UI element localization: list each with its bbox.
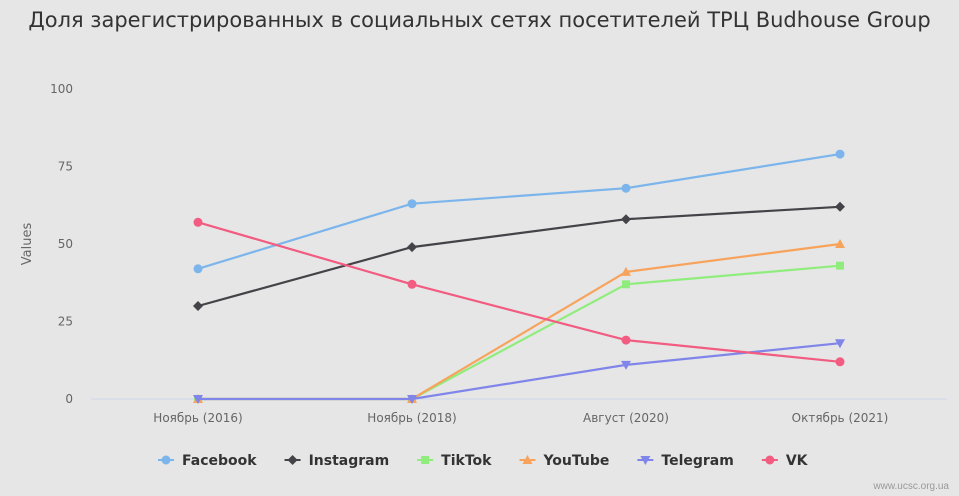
legend-item-instagram[interactable]: Instagram xyxy=(309,453,390,469)
data-point-facebook[interactable] xyxy=(621,183,631,193)
data-point-youtube[interactable] xyxy=(835,239,845,248)
chart-title: Доля зарегистрированных в социальных сет… xyxy=(28,8,931,32)
legend-item-vk[interactable]: VK xyxy=(786,453,809,469)
data-point-telegram[interactable] xyxy=(621,360,631,370)
data-point-instagram[interactable] xyxy=(407,242,417,253)
y-tick-label: 75 xyxy=(58,160,73,174)
data-point-telegram[interactable] xyxy=(407,395,417,404)
series-line-tiktok xyxy=(198,264,841,401)
y-axis-title: Values xyxy=(20,223,35,266)
data-point-facebook[interactable] xyxy=(835,149,845,159)
legend-marker-instagram-icon[interactable] xyxy=(287,455,298,465)
y-tick-label: 50 xyxy=(58,237,73,251)
data-point-telegram[interactable] xyxy=(193,395,203,404)
series-line-vk xyxy=(197,221,841,363)
y-tick-label: 25 xyxy=(58,315,73,329)
legend-item-tiktok[interactable]: TikTok xyxy=(441,453,492,469)
legend-item-telegram[interactable]: Telegram xyxy=(661,453,733,469)
x-tick-label: Октябрь (2021) xyxy=(792,411,889,425)
series-line-telegram xyxy=(198,342,841,401)
x-tick-label: Ноябрь (2016) xyxy=(153,411,242,425)
data-point-vk[interactable] xyxy=(621,335,631,345)
series-line-facebook xyxy=(197,153,841,270)
data-point-tiktok[interactable] xyxy=(836,261,844,270)
data-point-facebook[interactable] xyxy=(407,199,417,209)
legend-marker-youtube-icon[interactable] xyxy=(522,455,533,464)
data-point-instagram[interactable] xyxy=(193,301,203,311)
legend-marker-vk-icon[interactable] xyxy=(765,455,775,465)
legend-marker-facebook-icon[interactable] xyxy=(161,455,171,465)
data-point-instagram[interactable] xyxy=(835,201,845,212)
legend-item-youtube[interactable]: YouTube xyxy=(542,453,609,469)
data-point-youtube[interactable] xyxy=(621,266,631,276)
data-point-facebook[interactable] xyxy=(193,264,203,274)
y-tick-label: 100 xyxy=(50,82,73,96)
data-point-vk[interactable] xyxy=(835,357,845,367)
x-tick-label: Август (2020) xyxy=(583,411,669,425)
legend-marker-telegram-icon[interactable] xyxy=(640,456,651,465)
series-line-instagram xyxy=(197,205,841,308)
x-tick-label: Ноябрь (2018) xyxy=(367,411,456,425)
data-point-vk[interactable] xyxy=(407,279,417,289)
data-point-vk[interactable] xyxy=(193,217,203,227)
data-point-instagram[interactable] xyxy=(621,214,631,225)
legend-marker-tiktok-icon[interactable] xyxy=(421,456,430,464)
credit-link[interactable]: www.ucsc.org.ua xyxy=(873,481,949,492)
legend-item-facebook[interactable]: Facebook xyxy=(182,453,257,469)
data-point-tiktok[interactable] xyxy=(622,280,630,289)
data-point-telegram[interactable] xyxy=(835,339,845,349)
y-tick-label: 0 xyxy=(65,392,73,406)
